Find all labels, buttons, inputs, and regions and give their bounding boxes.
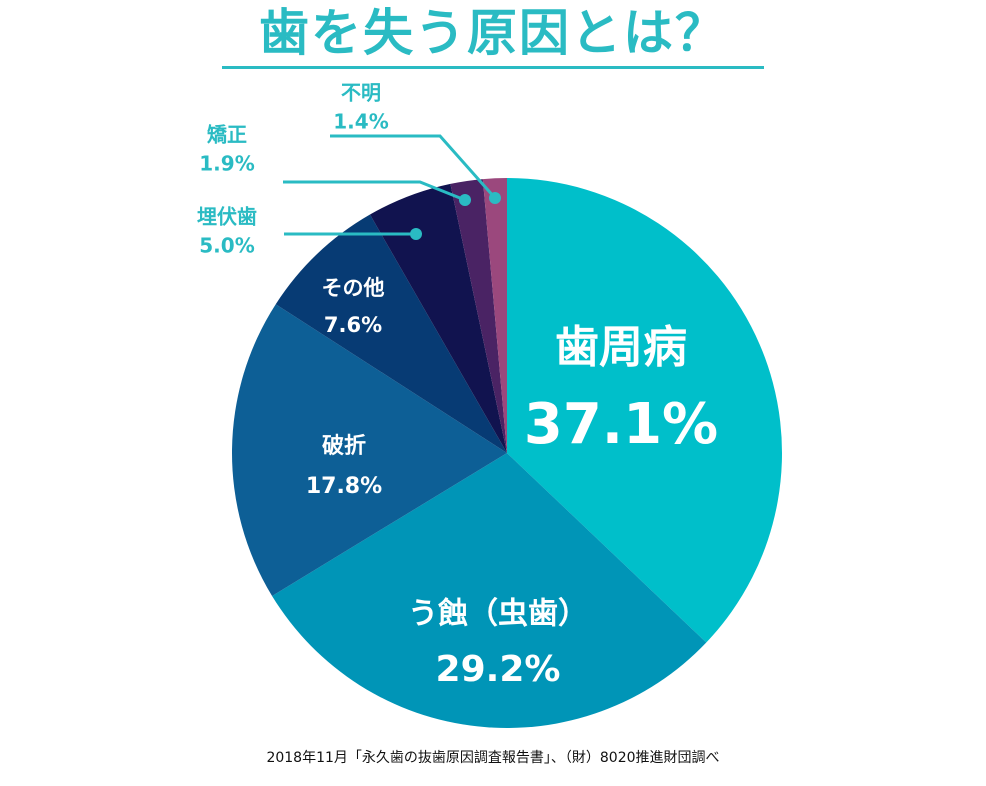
pie-slice-6	[450, 179, 507, 453]
slice-value-5: 5.0%	[199, 234, 254, 258]
slice-value-7: 1.4%	[333, 110, 388, 134]
pie-slice-4	[275, 214, 507, 453]
title-underline	[222, 66, 764, 69]
slice-label-5: 埋伏歯	[197, 205, 257, 229]
slice-value-2: 29.2%	[436, 649, 561, 690]
leader-line-6	[283, 180, 466, 202]
slice-label-7: 不明	[341, 81, 381, 105]
pie-slice-3	[231, 304, 507, 596]
slice-value-4: 7.6%	[324, 313, 382, 337]
slice-value-1: 37.1%	[524, 392, 718, 457]
slice-value-6: 1.9%	[199, 152, 254, 176]
slice-value-3: 17.8%	[306, 474, 382, 499]
slice-label-3: 破折	[322, 433, 366, 459]
leader-line-7	[330, 134, 497, 199]
leader-dot-7	[489, 192, 501, 204]
source-note: 2018年11月「永久歯の抜歯原因調査報告書」、（財）8020推進財団調べ	[266, 750, 720, 766]
slice-label-1: 歯周病	[555, 322, 687, 373]
pie-slice-5	[369, 183, 507, 453]
slice-label-4: その他	[322, 276, 385, 300]
pie-slice-7	[482, 178, 507, 453]
pie-slice-1	[507, 178, 782, 643]
pie-slice-2	[272, 453, 707, 728]
slice-label-2: う蝕（虫歯）	[408, 597, 588, 632]
leader-dot-6	[459, 194, 471, 206]
leader-dot-5	[410, 228, 422, 240]
chart-title: 歯を失う原因とは？	[259, 4, 727, 62]
slice-label-6: 矯正	[207, 123, 247, 147]
